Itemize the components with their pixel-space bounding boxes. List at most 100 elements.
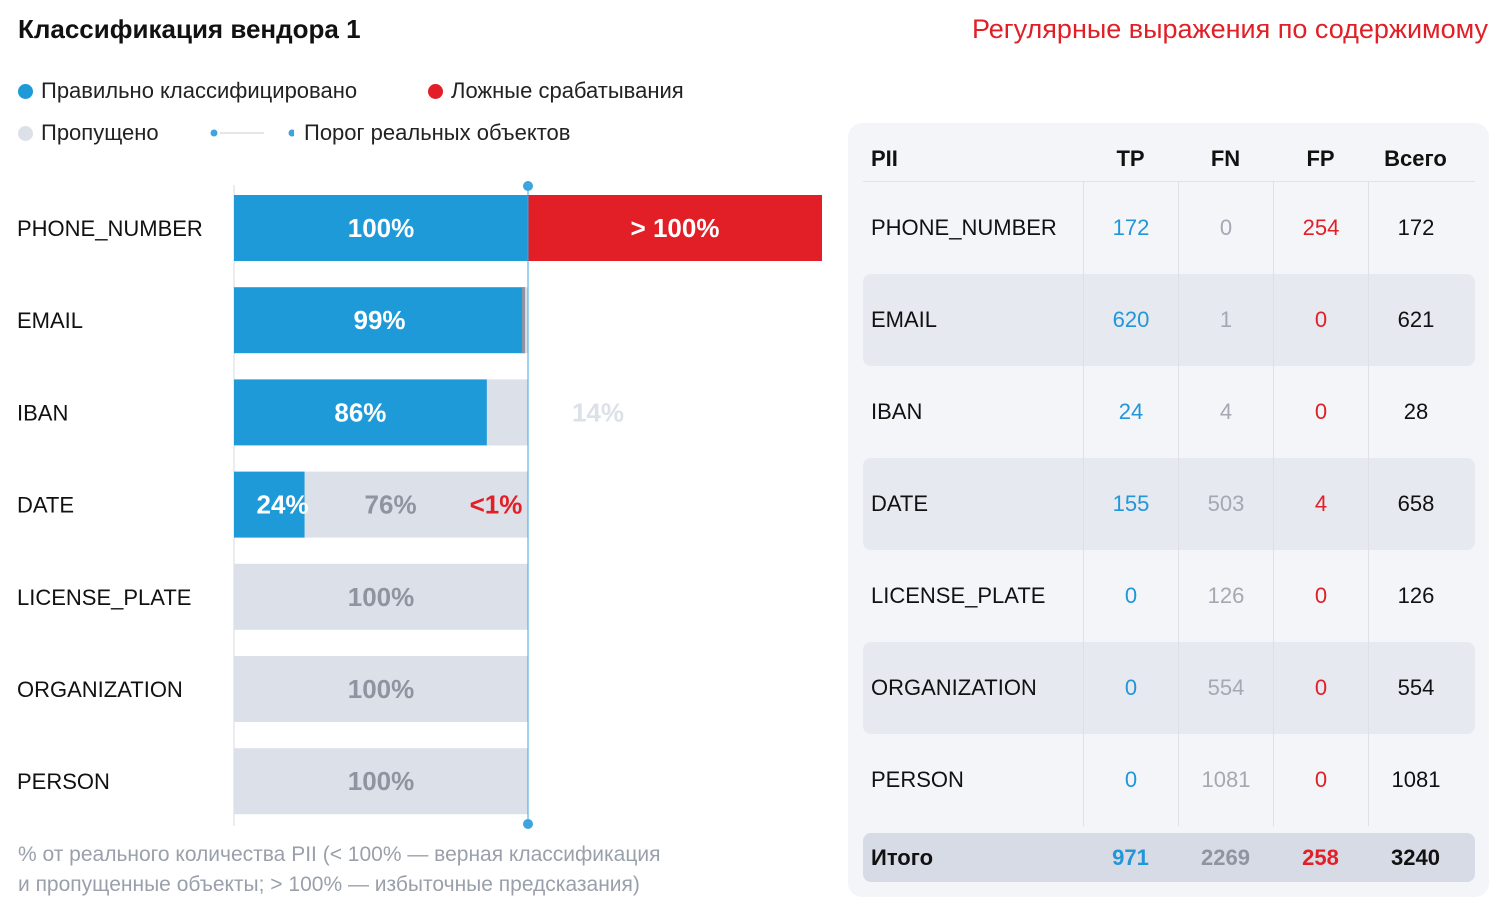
cell-fn: 4	[1178, 366, 1273, 458]
cell-fp: 0	[1273, 734, 1368, 826]
cell-total: 1081	[1368, 734, 1463, 826]
footnote-line-1: % от реального количества PII (< 100% — …	[18, 843, 661, 866]
total-fp: 258	[1302, 844, 1339, 870]
cell-fp: 254	[1273, 182, 1368, 274]
category-label: DATE	[17, 493, 74, 518]
total-label: Итого	[871, 844, 934, 870]
bar-missed	[234, 563, 528, 630]
summary-table: PII TP FN FP Всего PHONE_NUMBER 172 0 254 17…	[863, 137, 1475, 882]
cell-fp: 0	[1273, 550, 1368, 642]
cell-pii: EMAIL	[871, 307, 938, 332]
bar-correct-label: 99%	[354, 305, 406, 335]
legend-item-threshold: Порог реальных объектов	[206, 120, 570, 146]
total-fn: 2269	[1201, 844, 1250, 870]
cell-tp: 172	[1083, 182, 1178, 274]
header-pii: PII	[871, 146, 898, 171]
bar-correct-label: 100%	[348, 213, 415, 243]
cell-tp: 24	[1083, 366, 1178, 458]
legend-label-false-positive: Ложные срабатывания	[451, 78, 684, 103]
threshold-bottom-marker	[523, 819, 533, 829]
bar-missed	[486, 379, 528, 446]
cell-tp: 0	[1083, 642, 1178, 734]
bar-false-positive-label: <1%	[470, 490, 523, 520]
table-row: IBAN 24 4 0 28	[863, 366, 1475, 458]
bar-correct	[234, 379, 487, 446]
bar-missed	[304, 471, 528, 538]
table-row: EMAIL 620 1 0 621	[863, 274, 1475, 366]
bar-missed-label: 100%	[348, 766, 415, 796]
threshold-top-marker	[523, 181, 533, 191]
bar-false-positive-label: > 100%	[631, 213, 720, 243]
table-row: PERSON 0 1081 0 1081	[863, 734, 1475, 826]
footnote-line-2: и пропущенные объекты; > 100% — избыточн…	[18, 873, 640, 896]
bar-missed-label: 100%	[348, 582, 415, 612]
cell-total: 554	[1368, 642, 1463, 734]
total-all: 3240	[1391, 844, 1440, 870]
missed-swatch	[18, 125, 33, 141]
cell-fn: 503	[1178, 458, 1273, 550]
cell-total: 172	[1368, 182, 1463, 274]
cell-pii: LICENSE_PLATE	[871, 583, 1046, 608]
cell-total: 621	[1368, 274, 1463, 366]
category-label: EMAIL	[17, 308, 83, 333]
cell-fn: 554	[1178, 642, 1273, 734]
table-total-row: Итого 971 2269 258 3240	[863, 833, 1475, 882]
footnote: % от реального количества PII (< 100% — …	[18, 840, 661, 900]
cell-tp: 0	[1083, 734, 1178, 826]
bar-missed-label: 14%	[572, 397, 624, 427]
table-row: LICENSE_PLATE 0 126 0 126	[863, 550, 1475, 642]
threshold-line-icon	[210, 129, 294, 137]
table-body: PHONE_NUMBER 172 0 254 172 EMAIL 620 1 0 621 IBAN 2…	[863, 182, 1475, 826]
category-label: ORGANIZATION	[17, 677, 183, 702]
correct-swatch	[18, 83, 33, 99]
bar-correct	[234, 287, 526, 354]
header-total: Всего	[1384, 146, 1447, 171]
total-tp: 971	[1112, 844, 1149, 870]
bar-chart: PHONE_NUMBER 100% > 100% EMAIL 99% IBAN 86% 14%…	[17, 181, 822, 829]
table-row: ORGANIZATION 0 554 0 554	[863, 642, 1475, 734]
legend-label-threshold: Порог реальных объектов	[304, 120, 571, 145]
cell-tp: 620	[1083, 274, 1178, 366]
cell-fp: 0	[1273, 274, 1368, 366]
cell-total: 126	[1368, 550, 1463, 642]
bar-missed	[234, 748, 528, 815]
category-label: PHONE_NUMBER	[17, 216, 203, 241]
bar-missed-label: 100%	[348, 674, 415, 704]
bar-missed	[234, 656, 528, 722]
legend-item-false-positive: Ложные срабатывания	[428, 78, 684, 104]
bar-correct-label: 86%	[334, 397, 386, 427]
bar-missed-label: 76%	[365, 490, 417, 520]
legend-item-missed: Пропущено	[18, 120, 159, 146]
cell-fn: 1	[1178, 274, 1273, 366]
legend-label-correct: Правильно классифицировано	[41, 78, 358, 103]
false-positive-swatch	[428, 83, 443, 99]
table-header: PII TP FN FP Всего	[863, 137, 1475, 182]
cell-total: 658	[1368, 458, 1463, 550]
header-fn: FN	[1210, 146, 1241, 171]
category-label: PERSON	[17, 769, 110, 794]
table-row: DATE 155 503 4 658	[863, 458, 1475, 550]
cell-pii: PERSON	[871, 767, 964, 792]
category-label: IBAN	[17, 400, 68, 425]
header-tp: TP	[1116, 146, 1145, 171]
bar-missed	[525, 287, 528, 354]
chart-title: Классификация вендора 1	[18, 14, 361, 44]
cell-pii: ORGANIZATION	[871, 675, 1037, 700]
bar-missed-sliver	[522, 287, 526, 354]
cell-tp: 0	[1083, 550, 1178, 642]
cell-pii: DATE	[871, 491, 929, 516]
bar-correct-label: 24%	[257, 490, 309, 520]
bar-correct	[234, 195, 528, 261]
table-row: PHONE_NUMBER 172 0 254 172	[863, 182, 1475, 274]
cell-pii: PHONE_NUMBER	[871, 215, 1057, 240]
chart-subtitle: Регулярные выражения по содержимому	[971, 14, 1488, 44]
cell-fp: 0	[1273, 642, 1368, 734]
legend-item-correct: Правильно классифицировано	[18, 78, 357, 104]
bar-correct	[234, 471, 305, 538]
cell-tp: 155	[1083, 458, 1178, 550]
cell-fn: 0	[1178, 182, 1273, 274]
cell-fp: 0	[1273, 366, 1368, 458]
cell-fn: 1081	[1178, 734, 1273, 826]
legend-label-missed: Пропущено	[41, 120, 159, 145]
category-label: LICENSE_PLATE	[17, 585, 191, 610]
